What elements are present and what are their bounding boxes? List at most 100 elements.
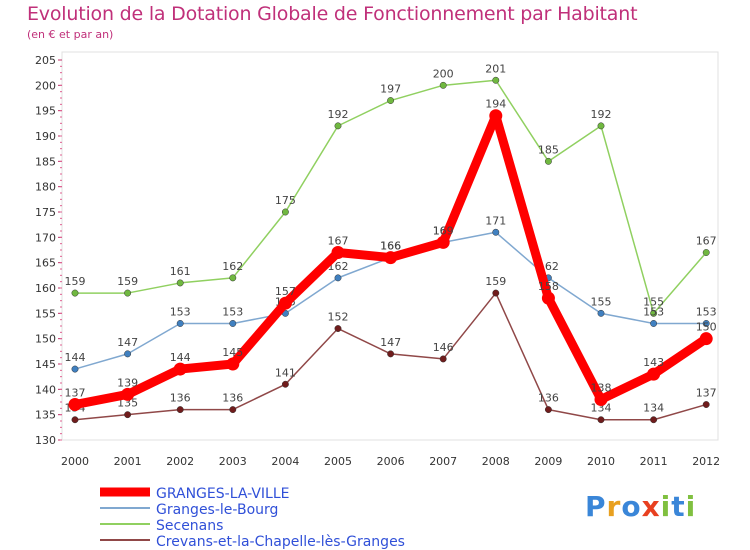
data-label: 166 (380, 240, 401, 253)
data-label: 162 (222, 260, 243, 273)
y-tick-label: 130 (35, 434, 56, 447)
data-label: 146 (433, 341, 454, 354)
logo-letter: r (606, 490, 622, 523)
data-label: 169 (433, 224, 454, 237)
data-point (278, 296, 292, 310)
data-point (699, 332, 713, 346)
logo-letter: i (685, 490, 697, 523)
data-label: 143 (643, 356, 664, 369)
data-point (489, 109, 503, 123)
data-label: 136 (222, 392, 243, 405)
data-label: 175 (275, 194, 296, 207)
data-label: 185 (538, 143, 559, 156)
data-label: 157 (275, 285, 296, 298)
legend-label: Secenans (156, 518, 223, 534)
series-line (74, 79, 707, 315)
data-point (647, 367, 661, 381)
y-tick-label: 140 (35, 383, 56, 396)
chart-title: Evolution de la Dotation Globale de Fonc… (27, 3, 638, 25)
data-point (71, 365, 79, 373)
legend-label: Granges-le-Bourg (156, 502, 278, 518)
data-label: 167 (696, 235, 717, 248)
data-label: 147 (380, 336, 401, 349)
data-point (439, 81, 447, 89)
y-tick-label: 150 (35, 333, 56, 346)
data-label: 158 (538, 280, 559, 293)
data-point (702, 401, 710, 408)
data-point (229, 406, 237, 414)
data-point (334, 274, 342, 282)
x-tick-label: 2009 (534, 455, 562, 468)
data-point (176, 279, 184, 287)
data-label: 200 (433, 67, 454, 80)
x-tick-label: 2004 (271, 455, 299, 468)
data-point (124, 350, 132, 358)
data-label: 152 (328, 311, 349, 324)
data-label: 167 (328, 235, 349, 248)
data-point (541, 291, 555, 305)
data-point (650, 416, 658, 424)
y-tick-label: 165 (35, 257, 56, 270)
data-point (436, 235, 450, 249)
data-point (492, 76, 500, 84)
data-point (492, 289, 500, 297)
data-label: 141 (275, 366, 296, 379)
data-label: 201 (485, 62, 506, 75)
y-tick-label: 195 (35, 105, 56, 118)
data-label: 166 (380, 240, 401, 253)
data-point (384, 251, 398, 265)
data-label: 138 (591, 381, 612, 394)
data-point (702, 320, 710, 327)
data-point (650, 320, 658, 327)
data-point (281, 208, 289, 216)
y-tick-label: 205 (35, 54, 56, 67)
data-label: 197 (380, 83, 401, 96)
legend-label: GRANGES-LA-VILLE (156, 486, 289, 502)
data-point (176, 406, 184, 414)
x-tick-label: 2007 (429, 455, 457, 468)
y-tick-label: 155 (35, 307, 56, 320)
data-label: 192 (328, 108, 349, 121)
data-label: 137 (696, 387, 717, 400)
data-point (439, 355, 447, 363)
data-point (597, 416, 605, 424)
chart-subtitle: (en € et par an) (27, 28, 114, 41)
data-point (229, 274, 237, 282)
logo-letter: x (641, 490, 661, 523)
x-tick-label: 2005 (324, 455, 352, 468)
logo-letter: P (585, 490, 607, 523)
y-tick-label: 180 (35, 181, 56, 194)
y-tick-label: 160 (35, 282, 56, 295)
legend-label: Crevans-et-la-Chapelle-lès-Granges (156, 534, 405, 550)
plot-area (61, 51, 719, 441)
y-tick-label: 145 (35, 358, 56, 371)
data-label: 144 (65, 351, 86, 364)
data-point (597, 309, 605, 317)
logo-letter: o (621, 490, 642, 523)
data-point (124, 411, 132, 419)
data-point (226, 357, 240, 371)
proxiti-logo: Proxiti (585, 490, 696, 523)
data-point (331, 246, 345, 260)
data-point (121, 387, 135, 401)
data-label: 136 (170, 392, 191, 405)
data-point (281, 380, 289, 388)
data-point (124, 289, 132, 297)
y-tick-label: 135 (35, 409, 56, 422)
data-label: 147 (117, 336, 138, 349)
data-label: 150 (696, 321, 717, 334)
x-tick-label: 2002 (166, 455, 194, 468)
data-label: 161 (170, 265, 191, 278)
y-tick-label: 185 (35, 155, 56, 168)
y-tick-label: 170 (35, 231, 56, 244)
data-point (334, 122, 342, 130)
data-point (650, 309, 658, 317)
data-point (387, 97, 395, 104)
data-point (387, 350, 395, 358)
x-tick-label: 2010 (587, 455, 615, 468)
logo-letter: i (660, 490, 672, 523)
x-tick-label: 2003 (219, 455, 247, 468)
data-point (176, 320, 184, 327)
x-tick-label: 2008 (482, 455, 510, 468)
data-label: 153 (696, 305, 717, 318)
